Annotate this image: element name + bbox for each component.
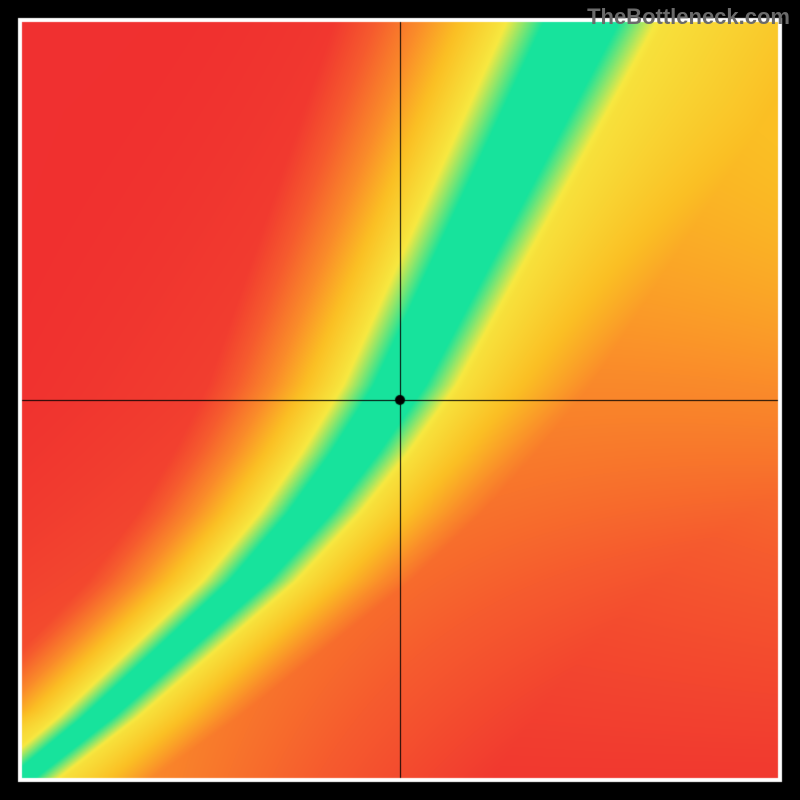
heatmap-canvas <box>0 0 800 800</box>
watermark-text: TheBottleneck.com <box>587 4 790 30</box>
chart-container: TheBottleneck.com <box>0 0 800 800</box>
